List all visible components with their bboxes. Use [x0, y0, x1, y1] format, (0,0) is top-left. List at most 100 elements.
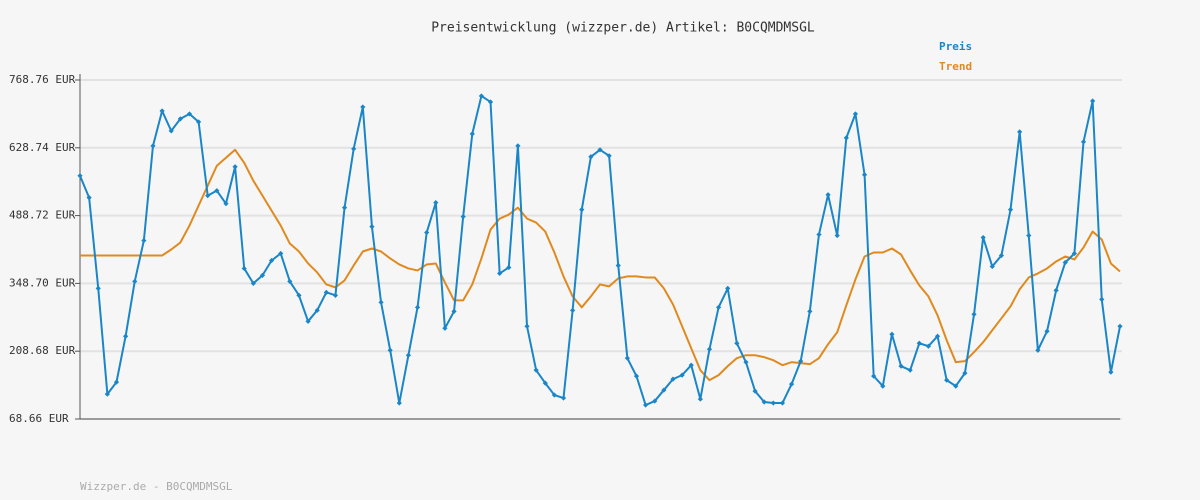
data-point — [1099, 296, 1105, 302]
data-point — [615, 262, 621, 269]
data-point — [232, 164, 238, 170]
data-point — [396, 400, 402, 406]
data-point — [670, 376, 676, 382]
data-point — [652, 398, 658, 404]
data-point — [387, 347, 393, 353]
data-point — [250, 280, 256, 286]
data-point — [442, 325, 448, 331]
data-point — [643, 402, 649, 408]
data-point — [560, 395, 567, 401]
data-point — [369, 224, 375, 230]
y-tick-label: 208.68 EUR — [9, 344, 76, 357]
y-tick-label: 348.70 EUR — [9, 276, 76, 289]
data-point — [889, 331, 895, 337]
data-point — [478, 93, 485, 99]
data-point — [1044, 328, 1050, 334]
data-point — [533, 367, 539, 373]
data-point — [141, 237, 147, 244]
data-point — [113, 379, 120, 385]
data-point — [487, 99, 494, 105]
data-point — [223, 201, 229, 207]
data-point — [825, 192, 831, 198]
data-point — [770, 400, 776, 406]
legend-label: Trend — [939, 60, 972, 73]
data-point — [460, 214, 466, 220]
data-point — [798, 358, 804, 364]
data-point — [944, 377, 950, 383]
data-point — [323, 289, 329, 295]
data-point — [1026, 232, 1032, 239]
y-tick-label: 628.74 EUR — [9, 141, 76, 154]
data-point — [907, 367, 913, 373]
data-point — [715, 304, 722, 310]
data-point — [570, 307, 576, 313]
data-point — [734, 340, 740, 346]
data-point — [405, 352, 412, 358]
data-point — [259, 272, 266, 279]
data-point — [971, 311, 977, 317]
legend-label: Preis — [939, 40, 972, 53]
data-point — [834, 232, 840, 239]
data-point — [1071, 250, 1077, 257]
data-point — [725, 285, 731, 291]
data-point — [880, 383, 886, 389]
data-point — [852, 111, 859, 117]
footer: Wizzper.de - B0CQMDMSGL — [80, 480, 233, 493]
data-point — [268, 257, 275, 264]
data-point — [597, 147, 603, 153]
data-point — [77, 173, 83, 179]
data-point — [1053, 287, 1059, 293]
data-point — [1080, 139, 1087, 145]
data-point — [241, 265, 247, 272]
data-point — [123, 333, 129, 339]
data-point — [296, 292, 302, 298]
data-point — [633, 373, 640, 379]
data-point — [314, 307, 320, 313]
data-point — [506, 264, 512, 271]
chart-title: Preisentwicklung (wizzper.de) Artikel: B… — [431, 21, 815, 36]
data-point — [551, 392, 557, 398]
data-point — [195, 119, 202, 125]
data-point — [351, 146, 357, 152]
data-point — [962, 370, 968, 376]
data-point — [524, 323, 530, 329]
data-point — [95, 285, 101, 291]
data-point — [925, 343, 932, 349]
data-point — [150, 143, 156, 149]
data-point — [861, 172, 868, 178]
data-point — [871, 373, 877, 379]
y-tick-label: 68.66 EUR — [9, 412, 69, 425]
data-point — [287, 278, 293, 285]
data-point — [360, 104, 366, 110]
data-point — [679, 372, 685, 378]
data-point — [1007, 207, 1014, 213]
data-point — [86, 195, 92, 201]
data-point — [515, 143, 521, 149]
data-point — [1117, 323, 1123, 329]
data-point — [1017, 129, 1023, 135]
data-point — [588, 154, 594, 160]
data-point — [807, 308, 813, 314]
data-point — [779, 400, 786, 406]
data-point — [132, 278, 138, 285]
data-point — [414, 304, 421, 310]
data-point — [1035, 347, 1041, 353]
data-point — [743, 359, 749, 365]
data-point — [998, 252, 1005, 259]
data-point — [341, 205, 348, 211]
data-point — [542, 380, 548, 386]
data-point — [916, 340, 922, 346]
data-point — [159, 108, 165, 114]
data-point — [332, 292, 339, 298]
data-point — [579, 207, 585, 213]
data-point — [980, 234, 986, 241]
data-point — [104, 391, 110, 397]
data-point — [1090, 98, 1096, 104]
data-point — [433, 200, 439, 206]
data-point — [451, 308, 457, 314]
data-point — [214, 188, 220, 194]
data-point — [898, 363, 904, 369]
